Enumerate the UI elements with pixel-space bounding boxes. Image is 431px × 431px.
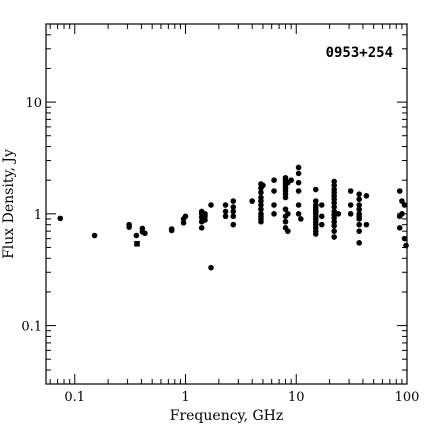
- data-point: [295, 188, 302, 194]
- data-point: [347, 211, 354, 217]
- axis-ticks: [46, 23, 408, 385]
- data-point: [222, 213, 229, 220]
- data-point: [318, 221, 325, 228]
- data-point: [133, 232, 140, 239]
- data-point: [356, 228, 362, 234]
- y-tick-label: 10: [25, 96, 42, 111]
- data-point: [363, 221, 370, 228]
- source-name-label: 0953+254: [326, 45, 393, 61]
- data-point: [356, 191, 362, 197]
- data-point: [222, 208, 229, 215]
- data-point: [331, 218, 337, 225]
- data-point: [271, 188, 277, 194]
- data-point: [142, 230, 148, 237]
- y-tick-label: 0.1: [21, 320, 42, 335]
- x-tick-label: 0.1: [64, 390, 85, 405]
- data-point: [331, 182, 337, 189]
- data-point: [331, 228, 337, 234]
- data-point: [258, 206, 264, 213]
- data-point: [271, 211, 277, 217]
- data-point: [208, 202, 214, 208]
- data-point: [91, 232, 98, 239]
- data-point: [335, 211, 342, 217]
- data-point: [258, 218, 264, 225]
- data-point: [271, 177, 277, 184]
- x-axis-title: Frequency, GHz: [170, 408, 284, 424]
- data-point: [230, 208, 237, 215]
- data-point: [331, 215, 337, 221]
- data-point: [396, 188, 403, 194]
- data-point: [356, 221, 362, 228]
- data-point: [295, 170, 302, 177]
- data-point: [356, 216, 362, 222]
- data-point: [347, 202, 354, 208]
- data-point: [271, 202, 277, 208]
- data-point: [260, 182, 266, 189]
- data-point: [312, 231, 319, 237]
- data-point: [331, 234, 337, 240]
- data-point: [403, 242, 409, 249]
- data-point: [180, 220, 187, 226]
- data-point: [168, 227, 175, 234]
- data-point: [331, 204, 337, 210]
- data-point: [285, 228, 291, 234]
- x-tick-labels: 0.1 1 10 100: [64, 390, 419, 405]
- data-point: [230, 213, 237, 220]
- data-point: [258, 189, 264, 196]
- data-point: [258, 202, 264, 208]
- data-point: [295, 202, 302, 208]
- data-markers: [57, 164, 409, 271]
- data-point: [295, 164, 302, 171]
- data-point: [318, 213, 325, 220]
- data-point: [230, 204, 237, 210]
- data-point: [396, 224, 403, 231]
- data-point: [331, 178, 337, 185]
- data-point: [282, 194, 289, 201]
- x-tick-label: 10: [288, 390, 305, 405]
- data-point: [356, 202, 362, 208]
- data-point: [230, 198, 237, 204]
- data-point: [208, 264, 214, 271]
- data-point: [312, 198, 319, 204]
- data-point: [312, 186, 319, 193]
- x-tick-label: 1: [181, 390, 189, 405]
- data-point: [230, 221, 237, 228]
- data-point: [182, 213, 189, 220]
- data-point: [285, 211, 291, 217]
- data-point: [258, 198, 264, 204]
- data-point: [363, 193, 370, 199]
- data-point: [401, 235, 408, 242]
- data-point: [295, 179, 302, 186]
- data-point: [126, 224, 132, 230]
- data-point: [282, 206, 289, 213]
- data-point: [356, 240, 362, 246]
- data-point: [288, 177, 294, 184]
- data-point: [222, 202, 229, 208]
- x-tick-label: 100: [395, 390, 420, 405]
- data-point: [198, 224, 205, 231]
- data-point: [318, 202, 325, 208]
- data-point: [282, 218, 289, 225]
- data-point: [249, 198, 255, 204]
- data-point-square: [134, 240, 140, 247]
- data-point: [401, 202, 408, 208]
- y-axis-title: Flux Density, Jy: [1, 149, 17, 259]
- data-point: [331, 200, 337, 206]
- data-point: [331, 223, 337, 229]
- data-point: [295, 211, 302, 217]
- data-point: [298, 216, 304, 222]
- data-point: [356, 196, 362, 203]
- y-tick-label: 1: [34, 208, 42, 223]
- y-tick-labels: 0.1 1 10: [21, 96, 42, 334]
- data-point: [347, 188, 354, 194]
- data-point: [57, 215, 64, 222]
- data-point: [356, 206, 362, 213]
- data-point: [399, 211, 405, 217]
- data-point: [202, 217, 208, 223]
